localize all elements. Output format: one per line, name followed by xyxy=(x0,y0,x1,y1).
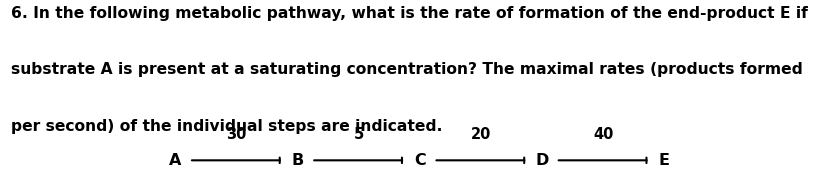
Text: 20: 20 xyxy=(471,127,491,142)
Text: D: D xyxy=(535,153,548,168)
Text: 5: 5 xyxy=(354,127,363,142)
Text: per second) of the individual steps are indicated.: per second) of the individual steps are … xyxy=(11,119,442,134)
Text: 40: 40 xyxy=(593,127,614,142)
Text: 30: 30 xyxy=(227,127,246,142)
Text: B: B xyxy=(291,153,304,168)
Text: A: A xyxy=(169,153,182,168)
Text: E: E xyxy=(659,153,670,168)
Text: 6. In the following metabolic pathway, what is the rate of formation of the end-: 6. In the following metabolic pathway, w… xyxy=(11,6,808,21)
Text: substrate A is present at a saturating concentration? The maximal rates (product: substrate A is present at a saturating c… xyxy=(11,62,802,77)
Text: C: C xyxy=(414,153,425,168)
